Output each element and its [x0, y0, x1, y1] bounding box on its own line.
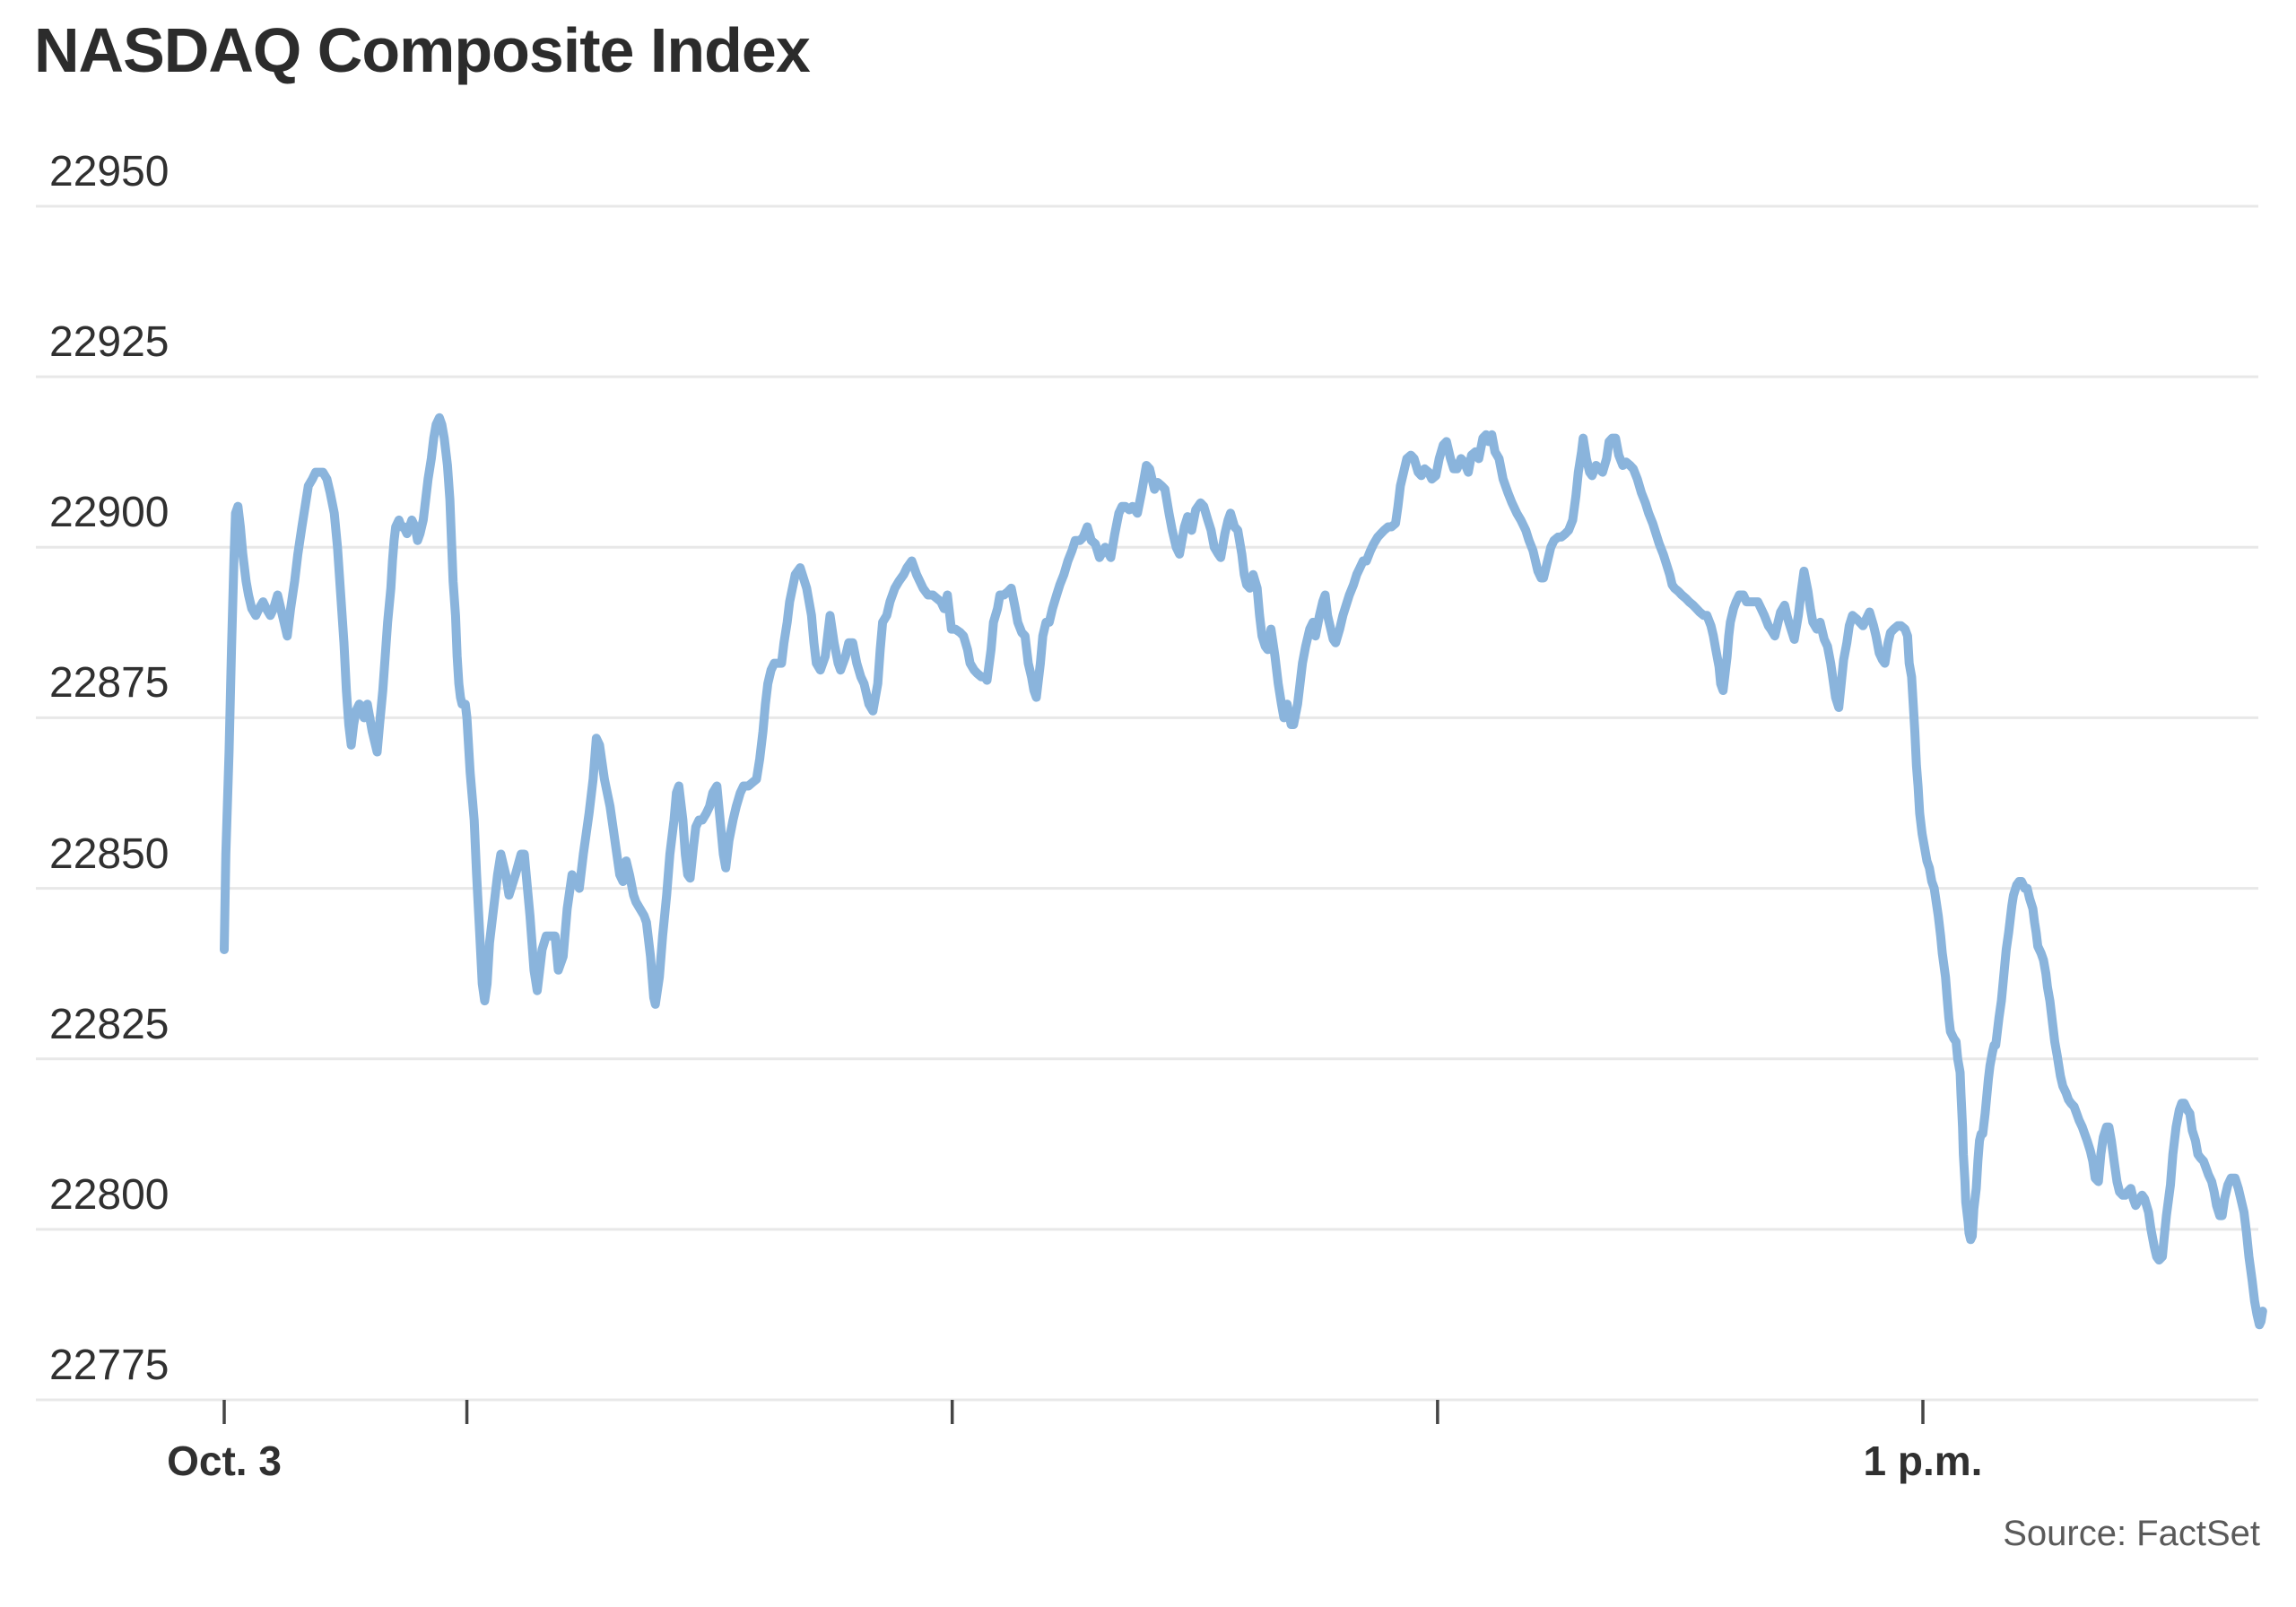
y-axis-label: 22775	[49, 1342, 170, 1389]
x-axis-label-oct3: Oct. 3	[167, 1438, 282, 1484]
y-axis-label: 22950	[49, 148, 170, 195]
x-axis-label-1pm: 1 p.m.	[1863, 1438, 1983, 1484]
price-line	[220, 413, 2267, 1330]
y-axis-label: 22850	[49, 830, 170, 878]
y-axis-label: 22800	[49, 1170, 170, 1219]
source-attribution: Source: FactSet	[2003, 1514, 2260, 1553]
chart-title: NASDAQ Composite Index	[34, 15, 811, 85]
y-axis-label: 22875	[49, 659, 170, 708]
y-axis-label: 22825	[49, 1000, 170, 1048]
y-axis-label: 22925	[49, 318, 170, 367]
y-axis-label: 22900	[49, 489, 170, 537]
